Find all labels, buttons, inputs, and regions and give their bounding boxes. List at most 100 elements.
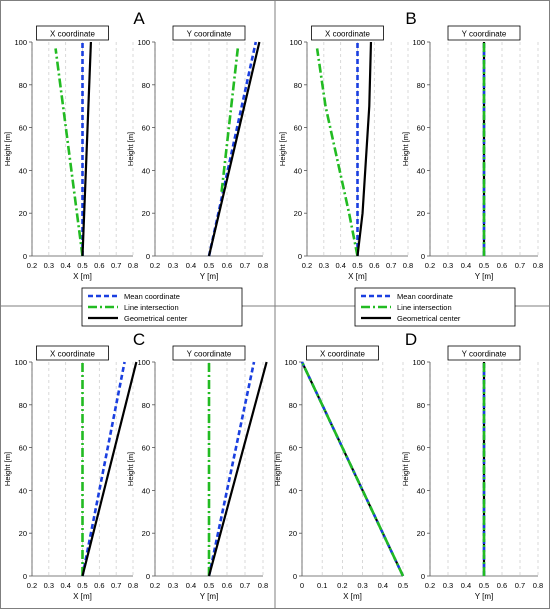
x-tick-label: 0.6 <box>94 581 104 590</box>
y-tick-label: 0 <box>146 252 150 261</box>
x-axis-label: Y [m] <box>475 592 494 601</box>
x-tick-label: 0.8 <box>533 261 543 270</box>
x-tick-label: 0.6 <box>369 261 379 270</box>
x-tick-label: 0.4 <box>335 261 345 270</box>
y-tick-label: 40 <box>142 486 150 495</box>
series-line-mean <box>207 361 256 577</box>
y-tick-label: 0 <box>293 572 297 581</box>
x-tick-label: 0 <box>300 581 304 590</box>
legend-label: Line intersection <box>124 303 179 312</box>
x-tick-label: 0.6 <box>222 581 232 590</box>
y-tick-label: 20 <box>417 529 425 538</box>
y-tick-label: 100 <box>137 38 150 47</box>
legend-box: Mean coordinate Line intersection Geometri… <box>81 287 243 327</box>
x-tick-label: 0.3 <box>168 261 178 270</box>
y-tick-label: 100 <box>289 38 302 47</box>
x-tick-label: 0.7 <box>386 261 396 270</box>
subplot-y-coordinate: 0.2 0.3 0.4 0.5 0.6 0.7 0.8 0 20 40 60 80 100 Y [m] He… <box>401 345 543 601</box>
subplot-x-coordinate: 0.2 0.3 0.4 0.5 0.6 0.7 0.8 0 20 40 60 80 100 X [m] He… <box>278 25 413 281</box>
subplot-title-box <box>311 25 384 41</box>
y-tick-label: 40 <box>417 486 425 495</box>
x-tick-label: 0.7 <box>515 261 525 270</box>
series-line-geometric-center <box>207 361 268 577</box>
x-tick-label: 0.5 <box>352 261 362 270</box>
y-tick-label: 80 <box>417 81 425 90</box>
x-tick-label: 0.3 <box>443 581 453 590</box>
y-tick-label: 80 <box>142 81 150 90</box>
y-tick-label: 60 <box>19 444 27 453</box>
x-tick-label: 0.3 <box>44 581 54 590</box>
y-tick-label: 0 <box>421 252 425 261</box>
x-tick-label: 0.4 <box>60 581 70 590</box>
y-axis-label: Height [m] <box>401 452 410 486</box>
subplot-title-box <box>172 345 246 361</box>
subplot-title: Y coordinate <box>187 350 232 359</box>
y-tick-label: 40 <box>142 166 150 175</box>
y-tick-label: 0 <box>146 572 150 581</box>
y-tick-label: 40 <box>294 166 302 175</box>
y-axis-label: Height [m] <box>3 132 12 166</box>
x-tick-label: 0.4 <box>378 581 388 590</box>
y-tick-label: 100 <box>412 358 425 367</box>
subplot-title: Y coordinate <box>462 30 507 39</box>
y-tick-label: 20 <box>142 529 150 538</box>
x-axis-label: X [m] <box>343 592 362 601</box>
y-tick-label: 60 <box>19 124 27 133</box>
subplot-title-box <box>36 25 109 41</box>
x-tick-label: 0.7 <box>240 581 250 590</box>
subplot-title-box <box>447 25 521 41</box>
subplot-title: X coordinate <box>50 350 95 359</box>
subplot-title-box <box>36 345 109 361</box>
subplot-title-box <box>306 345 379 361</box>
y-tick-label: 40 <box>19 166 27 175</box>
y-tick-label: 20 <box>417 209 425 218</box>
x-tick-label: 0.6 <box>497 581 507 590</box>
panel-letter: A <box>133 9 145 28</box>
subplot-title: Y coordinate <box>187 30 232 39</box>
legend-label: Geometrical center <box>124 314 188 323</box>
x-tick-label: 0.3 <box>44 261 54 270</box>
x-tick-label: 0.4 <box>60 261 70 270</box>
x-tick-label: 0.7 <box>111 261 121 270</box>
panel-letter: C <box>133 330 145 349</box>
x-tick-label: 0.3 <box>357 581 367 590</box>
y-tick-label: 60 <box>417 124 425 133</box>
series-line-geometric-center <box>81 41 93 257</box>
x-tick-label: 0.5 <box>479 581 489 590</box>
x-tick-label: 0.8 <box>128 261 138 270</box>
series-line-geometric-center <box>356 41 373 257</box>
y-tick-label: 100 <box>14 38 27 47</box>
y-tick-label: 100 <box>284 358 297 367</box>
x-tick-label: 0.4 <box>186 581 196 590</box>
x-tick-label: 0.3 <box>319 261 329 270</box>
x-tick-label: 0.7 <box>240 261 250 270</box>
subplot-x-coordinate: 0.2 0.3 0.4 0.5 0.6 0.7 0.8 0 20 40 60 80 100 X [m] He… <box>3 25 138 281</box>
y-tick-label: 100 <box>137 358 150 367</box>
legend-label: Mean coordinate <box>124 292 180 301</box>
x-tick-label: 0.4 <box>461 581 471 590</box>
x-tick-label: 0.5 <box>77 581 87 590</box>
y-tick-label: 20 <box>19 209 27 218</box>
y-tick-label: 80 <box>142 401 150 410</box>
x-tick-label: 0.8 <box>258 581 268 590</box>
y-tick-label: 0 <box>298 252 302 261</box>
x-tick-label: 0.3 <box>168 581 178 590</box>
subplot-y-coordinate: 0.2 0.3 0.4 0.5 0.6 0.7 0.8 0 20 40 60 80 100 Y [m] He… <box>126 345 268 601</box>
subplot-y-coordinate: 0.2 0.3 0.4 0.5 0.6 0.7 0.8 0 20 40 60 80 100 Y [m] He… <box>401 25 543 281</box>
x-tick-label: 0.5 <box>204 581 214 590</box>
y-tick-label: 60 <box>142 444 150 453</box>
y-tick-label: 60 <box>142 124 150 133</box>
panel-b: B 0.2 0.3 0.4 0.5 0.6 0.7 0.8 0 20 40 60 80 100 X [m] H… <box>278 9 543 281</box>
x-axis-label: X [m] <box>73 272 92 281</box>
y-tick-label: 20 <box>294 209 302 218</box>
subplot-y-coordinate: 0.2 0.3 0.4 0.5 0.6 0.7 0.8 0 20 40 60 80 100 Y [m] He… <box>126 25 268 281</box>
x-tick-label: 0.4 <box>186 261 196 270</box>
y-axis-label: Height [m] <box>401 132 410 166</box>
subplot-x-coordinate: 0.2 0.3 0.4 0.5 0.6 0.7 0.8 0 20 40 60 80 100 X [m] He… <box>3 345 138 601</box>
x-axis-label: X [m] <box>73 592 92 601</box>
y-tick-label: 0 <box>23 572 27 581</box>
subplot-title-box <box>447 345 521 361</box>
panel-a: A 0.2 0.3 0.4 0.5 0.6 0.7 0.8 0 20 40 60 80 100 X [m] H… <box>3 9 268 281</box>
y-tick-label: 60 <box>417 444 425 453</box>
x-axis-label: X [m] <box>348 272 367 281</box>
